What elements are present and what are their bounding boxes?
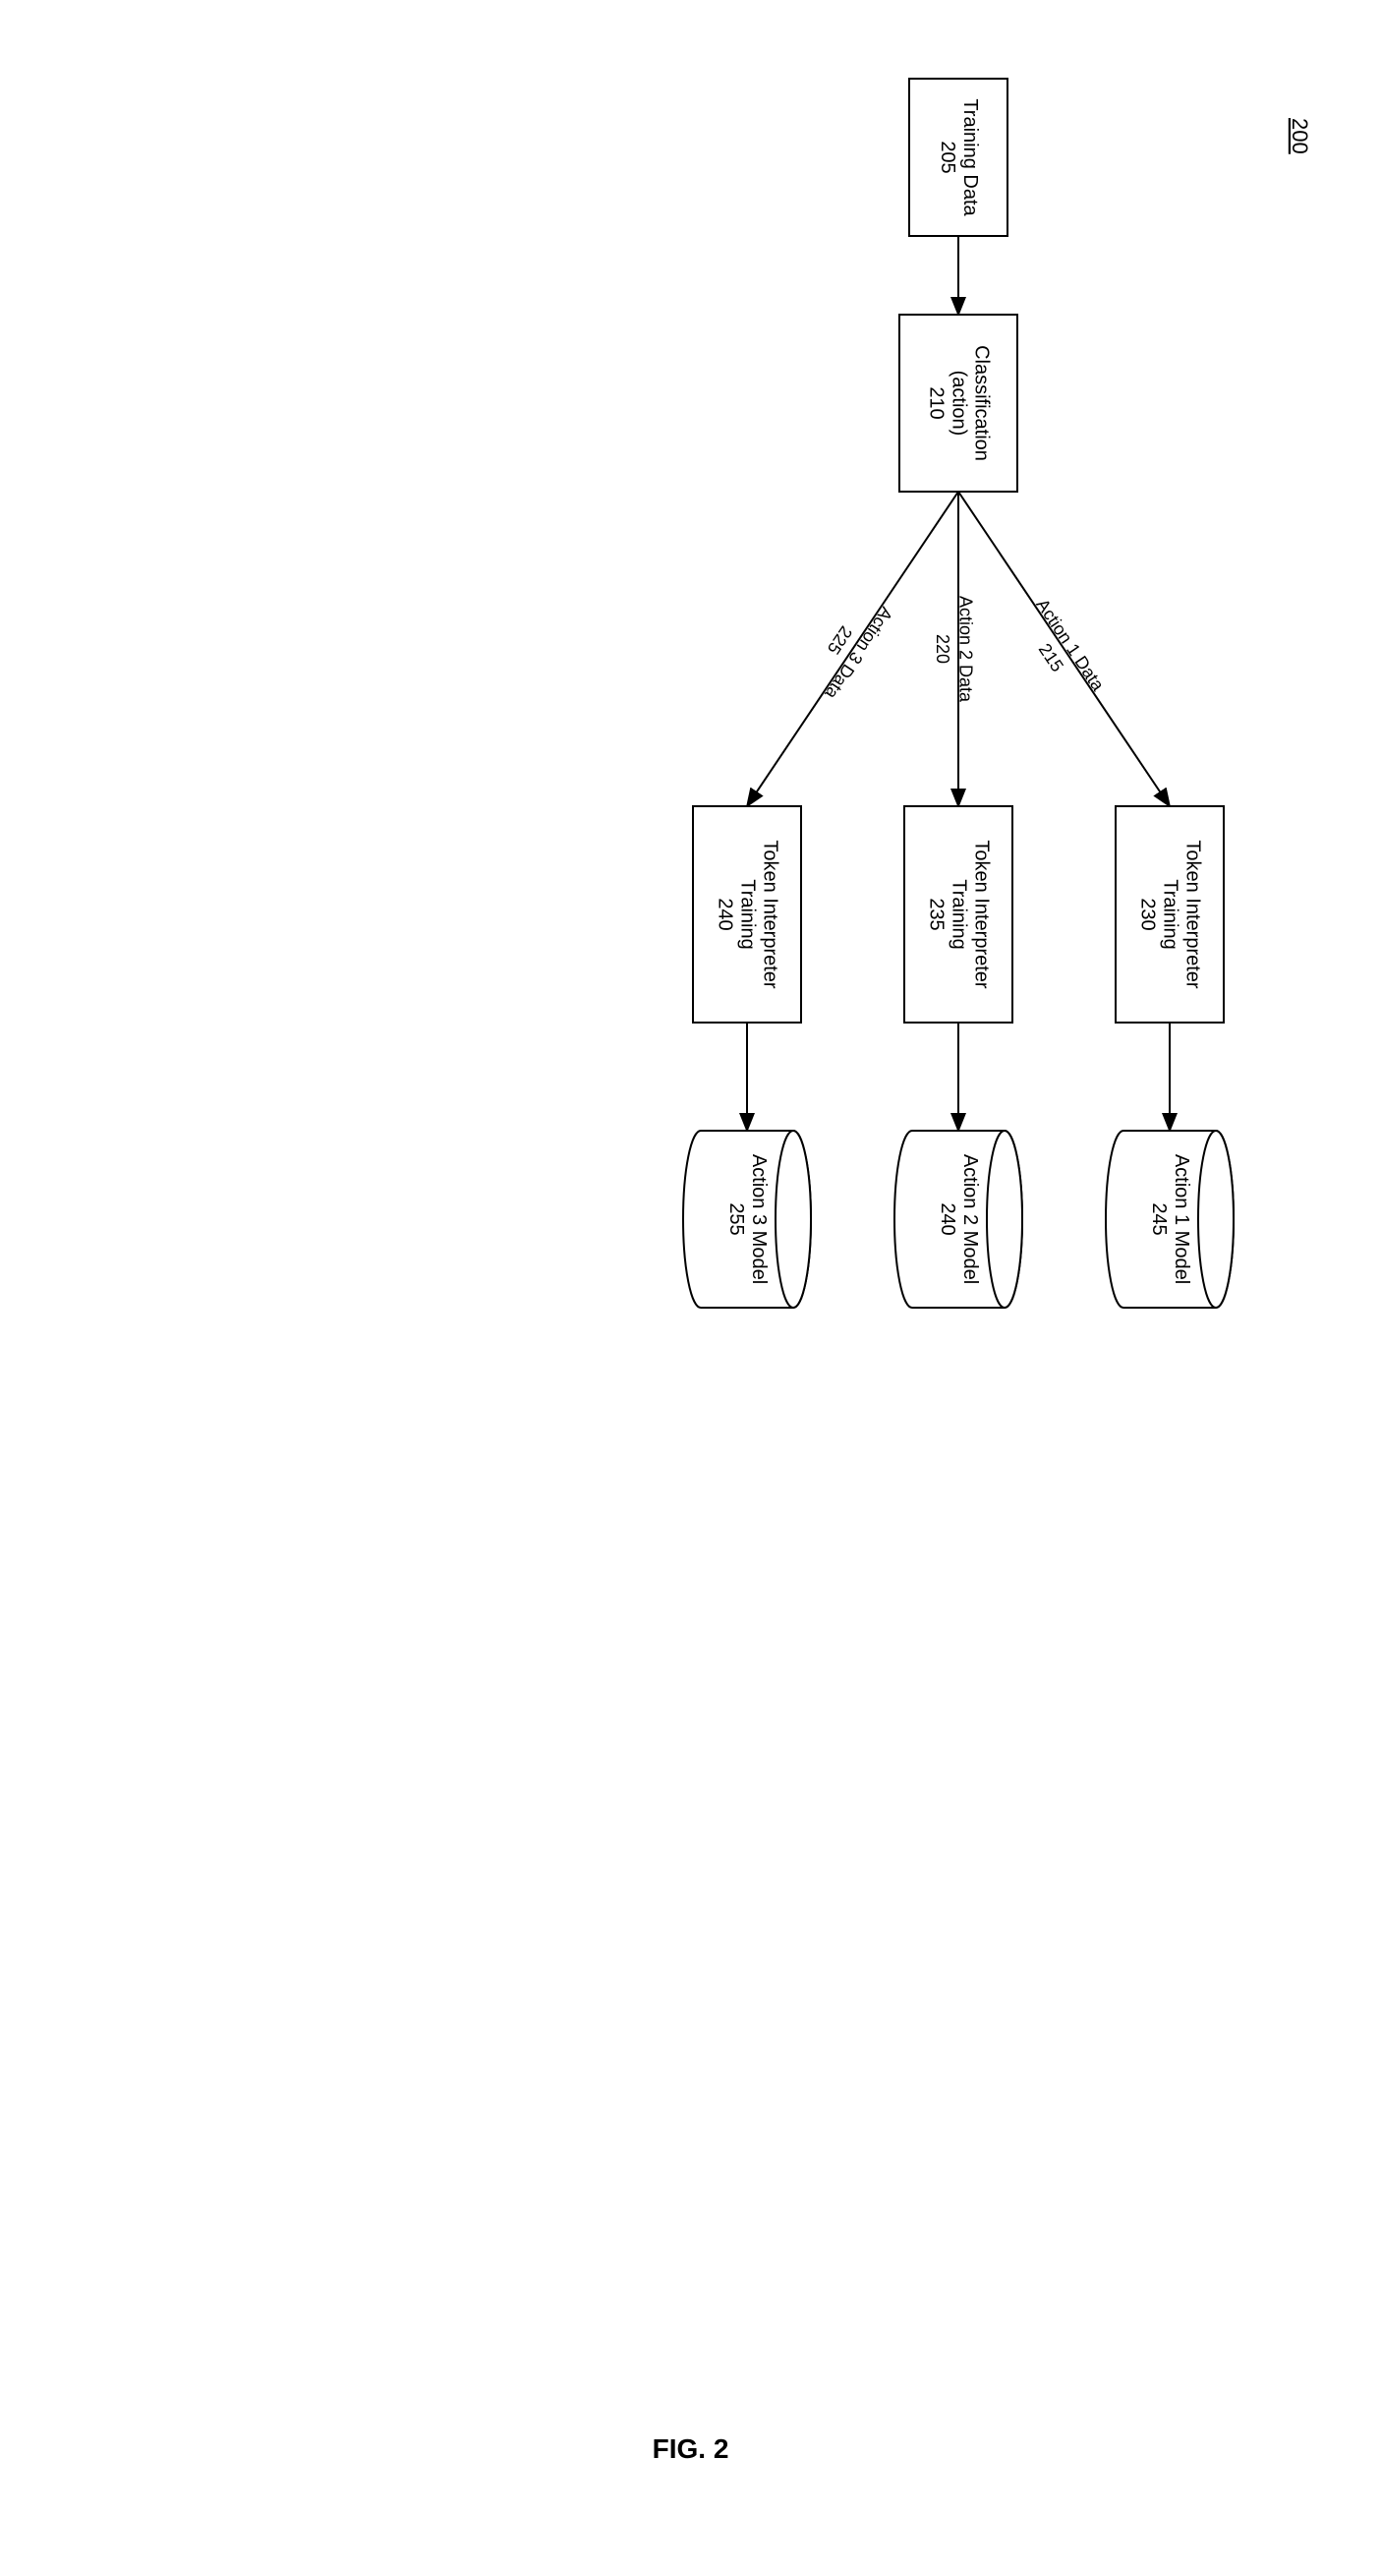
edge-label-1: Action 1 Data215 bbox=[1013, 595, 1109, 708]
node-m2-label-1: 240 bbox=[937, 1202, 958, 1235]
node-m3-label-1: 255 bbox=[725, 1202, 747, 1235]
edge-label-2: Action 2 Data220 bbox=[933, 596, 975, 703]
svg-text:Action 2 Data: Action 2 Data bbox=[956, 596, 976, 703]
node-ti3-label-1: Training bbox=[737, 879, 759, 950]
node-ti2-label-2: 235 bbox=[926, 898, 948, 930]
node-ti1: Token InterpreterTraining230 bbox=[1116, 806, 1224, 1023]
node-ti2-label-1: Training bbox=[949, 879, 970, 950]
diagram-canvas: Action 1 Data215 Action 2 Data220 Action 3… bbox=[0, 0, 1381, 2576]
node-classify-label-0: Classification bbox=[971, 345, 993, 461]
node-m3: Action 3 Model255 bbox=[683, 1131, 811, 1308]
edge-label-3: Action 3 Data225 bbox=[801, 591, 896, 704]
figure-reference: 200 bbox=[1288, 118, 1312, 154]
node-training: Training Data205 bbox=[909, 79, 1007, 236]
figure-caption: FIG. 2 bbox=[653, 2433, 729, 2464]
node-ti2: Token InterpreterTraining235 bbox=[904, 806, 1012, 1023]
node-m2-label-0: Action 2 Model bbox=[959, 1154, 981, 1284]
svg-text:Action 3 Data: Action 3 Data bbox=[821, 604, 896, 704]
node-classify-label-1: (action) bbox=[949, 371, 970, 437]
node-ti2-label-0: Token Interpreter bbox=[971, 840, 993, 989]
node-ti1-label-0: Token Interpreter bbox=[1182, 840, 1204, 989]
node-classify-label-2: 210 bbox=[926, 386, 948, 419]
node-m3-label-0: Action 3 Model bbox=[748, 1154, 770, 1284]
node-ti3-label-0: Token Interpreter bbox=[760, 840, 781, 989]
node-m2: Action 2 Model240 bbox=[894, 1131, 1022, 1308]
node-m1: Action 1 Model245 bbox=[1106, 1131, 1234, 1308]
node-training-label-1: 205 bbox=[937, 141, 958, 173]
svg-text:220: 220 bbox=[933, 634, 952, 664]
node-classify: Classification(action)210 bbox=[899, 315, 1017, 492]
node-ti1-label-1: Training bbox=[1160, 879, 1181, 950]
node-ti3-label-2: 240 bbox=[715, 898, 736, 930]
node-ti3: Token InterpreterTraining240 bbox=[693, 806, 801, 1023]
node-m1-label-1: 245 bbox=[1148, 1202, 1170, 1235]
node-ti1-label-2: 230 bbox=[1137, 898, 1159, 930]
node-m1-label-0: Action 1 Model bbox=[1171, 1154, 1192, 1284]
node-training-label-0: Training Data bbox=[959, 98, 981, 216]
